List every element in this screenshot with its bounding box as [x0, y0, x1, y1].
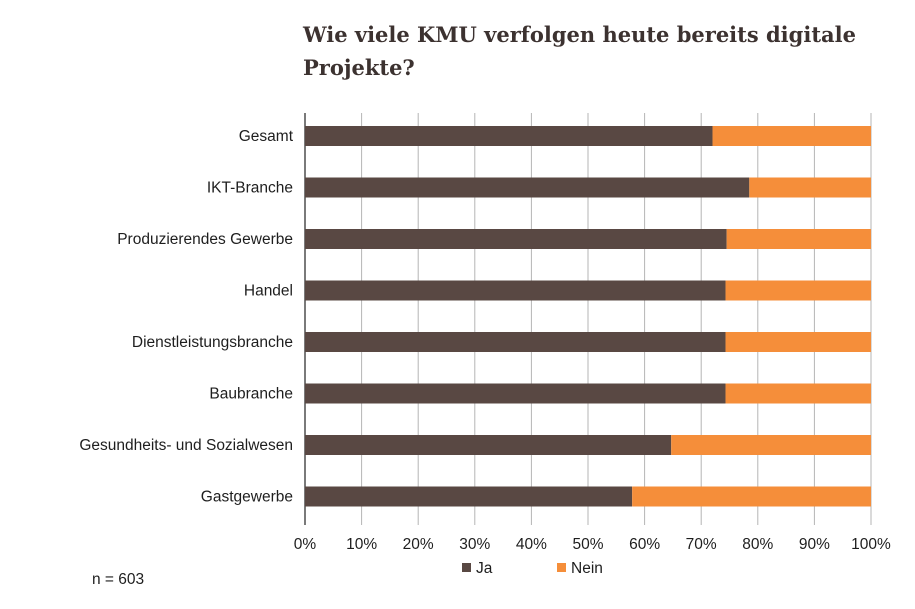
x-tick-label: 70%	[686, 536, 717, 553]
bar-ja	[305, 383, 726, 404]
x-tick-label: 100%	[851, 536, 891, 553]
bar-ja	[305, 486, 633, 507]
x-tick-label: 20%	[403, 536, 434, 553]
bar-ja	[305, 280, 726, 301]
category-labels: Gesamt IKT-Branche Produzierendes Gewerbe H…	[79, 128, 293, 506]
bar-nein	[726, 229, 871, 249]
category-label: Produzierendes Gewerbe	[117, 231, 293, 248]
sample-size-note: n = 603	[92, 571, 145, 588]
legend-label-ja: Ja	[476, 560, 493, 577]
bar-nein	[671, 435, 871, 455]
legend-label-nein: Nein	[571, 560, 603, 577]
bar-ja	[305, 126, 713, 146]
bar-nein	[725, 383, 871, 404]
bar-ja	[305, 229, 727, 249]
chart-title: Wie viele KMU verfolgen heute bereits di…	[303, 22, 856, 80]
bar-ja	[305, 177, 750, 198]
x-tick-label: 40%	[516, 536, 547, 553]
category-label: Gastgewerbe	[201, 489, 293, 506]
category-label: Handel	[244, 283, 293, 300]
x-tick-label: 50%	[572, 536, 603, 553]
bar-nein	[712, 126, 871, 146]
category-label: Gesamt	[239, 128, 294, 145]
bar-ja	[305, 332, 726, 352]
x-tick-label: 90%	[799, 536, 830, 553]
legend-swatch-nein	[557, 563, 566, 572]
x-tick-label: 80%	[742, 536, 773, 553]
category-label: IKT-Branche	[207, 180, 293, 197]
bar-nein	[725, 280, 871, 301]
category-label: Dienstleistungsbranche	[132, 334, 293, 351]
bar-nein	[749, 177, 871, 198]
category-label: Gesundheits- und Sozialwesen	[79, 437, 293, 454]
bar-nein	[632, 486, 871, 507]
bars	[305, 126, 871, 507]
legend: Ja Nein	[462, 560, 603, 577]
x-axis-ticks: 0% 10% 20% 30% 40% 50% 60% 70% 80% 90% 100%	[294, 536, 891, 553]
x-tick-label: 60%	[629, 536, 660, 553]
x-tick-label: 30%	[459, 536, 490, 553]
bar-nein	[725, 332, 871, 352]
category-label: Baubranche	[209, 386, 293, 403]
grid	[304, 113, 872, 525]
legend-swatch-ja	[462, 563, 471, 572]
x-tick-label: 0%	[294, 536, 317, 553]
bar-ja	[305, 435, 672, 455]
x-tick-label: 10%	[346, 536, 377, 553]
